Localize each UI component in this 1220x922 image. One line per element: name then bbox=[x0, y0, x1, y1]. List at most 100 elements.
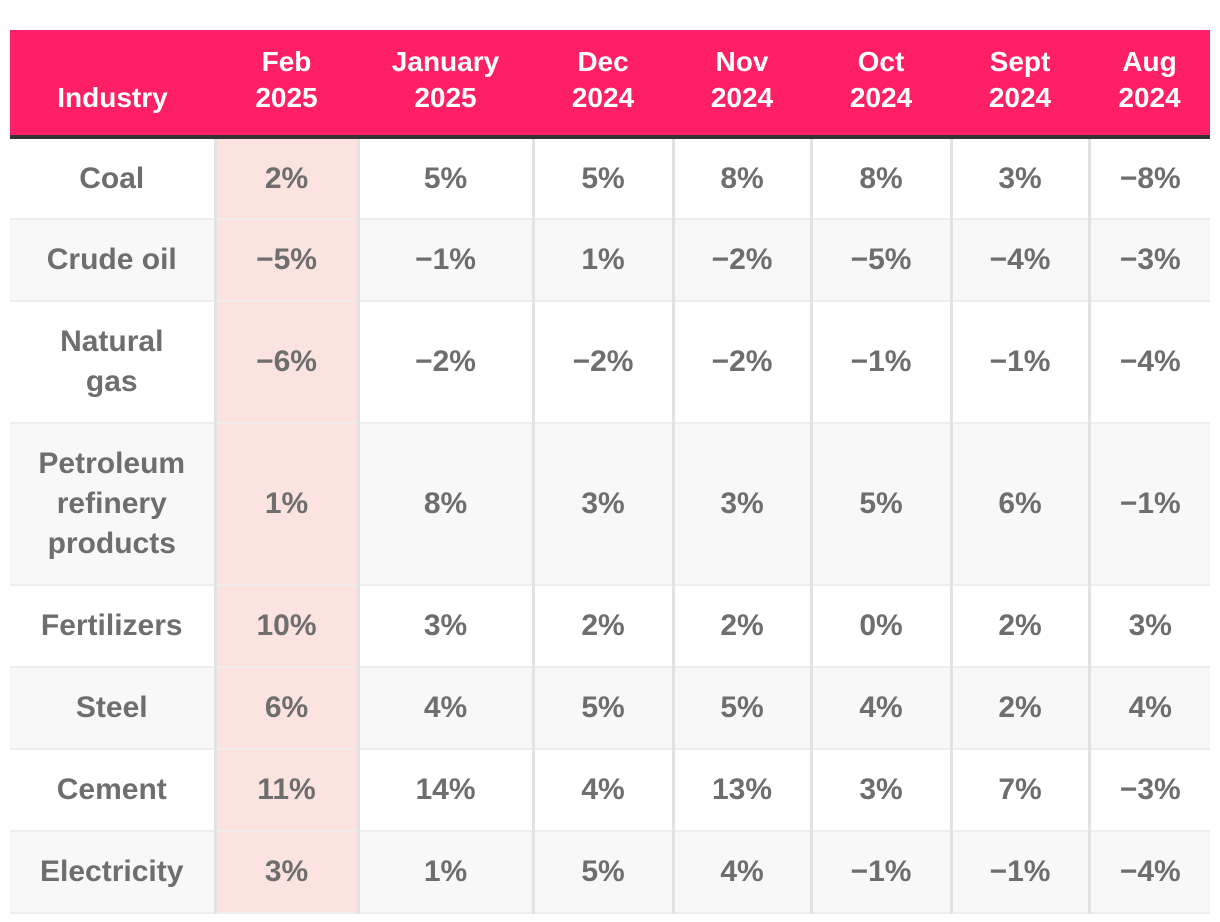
header-month-name: Dec bbox=[577, 46, 629, 77]
value-cell: −4% bbox=[1087, 301, 1210, 424]
industry-name: Petroleum refinery products bbox=[38, 447, 186, 560]
value-cell: 3% bbox=[531, 423, 673, 586]
value-cell: 4% bbox=[1087, 667, 1210, 750]
header-row: Industry Feb 2025 January 2025 Dec 2024 Nov… bbox=[10, 30, 1210, 139]
value-cell: −1% bbox=[1087, 423, 1210, 586]
industry-name-cell: Crude oil bbox=[10, 219, 215, 302]
table-row: Crude oil −5% −1% 1% −2% −5% −4% −3% bbox=[10, 219, 1210, 302]
header-month-name: Nov bbox=[715, 46, 769, 77]
value-cell: 3% bbox=[213, 831, 358, 914]
industry-name-cell: Coal bbox=[10, 137, 215, 220]
value-cell: −1% bbox=[356, 219, 533, 302]
industry-name-cell: Natural gas bbox=[10, 301, 215, 424]
table-body: Coal 2% 5% 5% 8% 8% 3% −8% Crude oil −5% −1% 1% −2% −… bbox=[10, 137, 1210, 914]
value-cell: 6% bbox=[949, 423, 1089, 586]
value-cell: 5% bbox=[531, 667, 673, 750]
value-cell: −8% bbox=[1087, 137, 1210, 220]
value-cell: 14% bbox=[356, 749, 533, 832]
table-row: Petroleum refinery products 1% 8% 3% 3% 5% 6% −… bbox=[10, 423, 1210, 586]
value-cell: 4% bbox=[809, 667, 951, 750]
industry-name: Cement bbox=[56, 773, 167, 806]
table-row: Cement 11% 14% 4% 13% 3% 7% −3% bbox=[10, 749, 1210, 832]
value-cell: 8% bbox=[809, 137, 951, 220]
value-cell: 1% bbox=[356, 831, 533, 914]
value-cell: −2% bbox=[671, 301, 811, 424]
value-cell: −4% bbox=[1087, 831, 1210, 914]
value-cell: 4% bbox=[356, 667, 533, 750]
value-cell: 13% bbox=[671, 749, 811, 832]
value-cell: 5% bbox=[356, 137, 533, 220]
header-month-year: 2025 bbox=[414, 82, 477, 113]
value-cell: 3% bbox=[1087, 585, 1210, 668]
table-row: Coal 2% 5% 5% 8% 8% 3% −8% bbox=[10, 137, 1210, 220]
header-month-name: Sept bbox=[989, 46, 1051, 77]
industry-name: Steel bbox=[75, 691, 148, 724]
header-month-name: Feb bbox=[261, 46, 312, 77]
value-cell: 10% bbox=[213, 585, 358, 668]
header-month-year: 2024 bbox=[710, 82, 774, 113]
value-cell: 2% bbox=[671, 585, 811, 668]
table-row: Electricity 3% 1% 5% 4% −1% −1% −4% bbox=[10, 831, 1210, 914]
industry-name-cell: Cement bbox=[10, 749, 215, 832]
value-cell: 1% bbox=[531, 219, 673, 302]
value-cell: 3% bbox=[671, 423, 811, 586]
value-cell: 1% bbox=[213, 423, 358, 586]
value-cell: 7% bbox=[949, 749, 1089, 832]
value-cell: 6% bbox=[213, 667, 358, 750]
header-month-year: 2024 bbox=[849, 82, 913, 113]
industry-name-cell: Petroleum refinery products bbox=[10, 423, 215, 586]
header-month-year: 2025 bbox=[255, 82, 318, 113]
value-cell: −5% bbox=[809, 219, 951, 302]
value-cell: −1% bbox=[809, 301, 951, 424]
value-cell: 3% bbox=[356, 585, 533, 668]
table-row: Natural gas −6% −2% −2% −2% −1% −1% −4% bbox=[10, 301, 1210, 424]
value-cell: 0% bbox=[809, 585, 951, 668]
value-cell: −3% bbox=[1087, 219, 1210, 302]
value-cell: 2% bbox=[531, 585, 673, 668]
value-cell: −1% bbox=[949, 831, 1089, 914]
value-cell: 4% bbox=[671, 831, 811, 914]
header-month-name: Oct bbox=[857, 46, 905, 77]
industry-name: Electricity bbox=[40, 855, 184, 888]
header-month: Aug 2024 bbox=[1089, 30, 1210, 139]
value-cell: 4% bbox=[531, 749, 673, 832]
value-cell: −4% bbox=[949, 219, 1089, 302]
value-cell: 11% bbox=[213, 749, 358, 832]
value-cell: −1% bbox=[949, 301, 1089, 424]
value-cell: 5% bbox=[531, 831, 673, 914]
value-cell: −2% bbox=[531, 301, 673, 424]
value-cell: 5% bbox=[809, 423, 951, 586]
header-month: January 2025 bbox=[358, 30, 533, 139]
industry-growth-table: Industry Feb 2025 January 2025 Dec 2024 Nov… bbox=[10, 30, 1210, 914]
header-industry: Industry bbox=[10, 30, 215, 139]
value-cell: 2% bbox=[949, 585, 1089, 668]
value-cell: 3% bbox=[949, 137, 1089, 220]
value-cell: 2% bbox=[213, 137, 358, 220]
table-row: Steel 6% 4% 5% 5% 4% 2% 4% bbox=[10, 667, 1210, 750]
industry-name: Fertilizers bbox=[40, 609, 183, 642]
header-month-name: Aug bbox=[1122, 46, 1177, 77]
industry-growth-table-container: Industry Feb 2025 January 2025 Dec 2024 Nov… bbox=[10, 30, 1210, 914]
industry-name-cell: Electricity bbox=[10, 831, 215, 914]
value-cell: 5% bbox=[671, 667, 811, 750]
value-cell: 8% bbox=[671, 137, 811, 220]
table-row: Fertilizers 10% 3% 2% 2% 0% 2% 3% bbox=[10, 585, 1210, 668]
header-month: Sept 2024 bbox=[951, 30, 1089, 139]
value-cell: −2% bbox=[671, 219, 811, 302]
value-cell: −2% bbox=[356, 301, 533, 424]
value-cell: −1% bbox=[809, 831, 951, 914]
header-month: Feb 2025 bbox=[215, 30, 358, 139]
industry-name: Natural gas bbox=[60, 325, 164, 398]
header-month-year: 2024 bbox=[1118, 82, 1181, 113]
header-month: Oct 2024 bbox=[811, 30, 951, 139]
header-month-name: January bbox=[391, 46, 500, 77]
industry-name: Coal bbox=[79, 161, 145, 195]
industry-name-cell: Fertilizers bbox=[10, 585, 215, 668]
header-month: Nov 2024 bbox=[673, 30, 811, 139]
value-cell: −6% bbox=[213, 301, 358, 424]
industry-name-cell: Steel bbox=[10, 667, 215, 750]
value-cell: 2% bbox=[949, 667, 1089, 750]
header-month-year: 2024 bbox=[988, 82, 1052, 113]
value-cell: 8% bbox=[356, 423, 533, 586]
industry-name: Crude oil bbox=[46, 243, 177, 276]
